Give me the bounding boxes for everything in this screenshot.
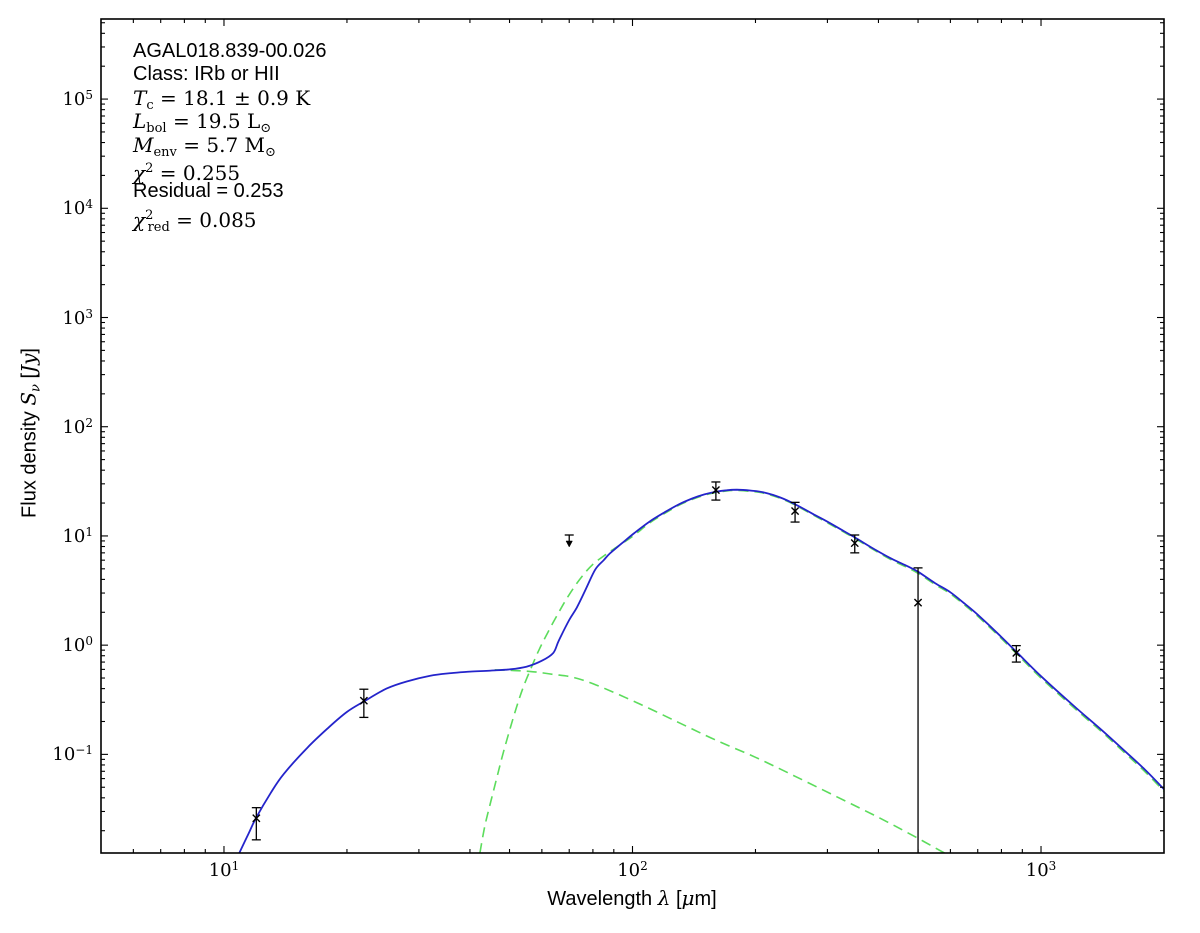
axis-ticks [101, 19, 1164, 853]
point-70um-upper-limit [564, 534, 574, 548]
plot-border [100, 18, 1165, 854]
data-points [251, 481, 1021, 853]
point-160um [711, 481, 721, 501]
model-curves [238, 488, 1164, 853]
total-model-curve [238, 488, 1164, 853]
point-350um [850, 534, 860, 554]
upper-limit-arrow-icon [565, 540, 573, 548]
cold-envelope-component-curve [479, 489, 1164, 853]
point-22um [359, 688, 369, 719]
point-500um [913, 567, 923, 853]
point-870um [1011, 644, 1021, 663]
point-250um [790, 501, 800, 523]
warm-component-curve [494, 669, 945, 853]
point-12um [251, 807, 261, 841]
